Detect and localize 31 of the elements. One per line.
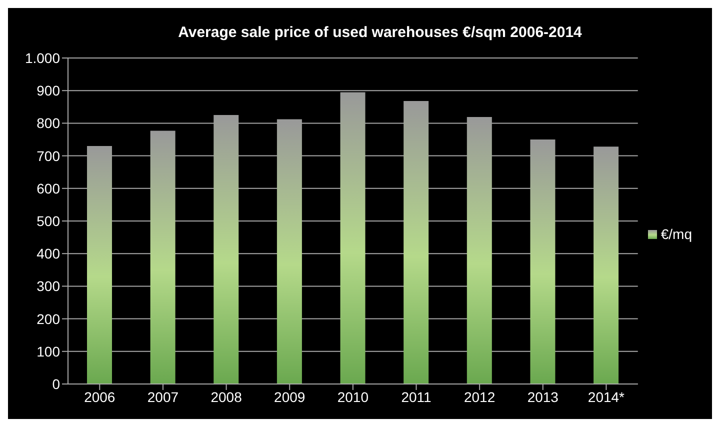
legend-label: €/mq (660, 226, 692, 242)
x-tick-label: 2007 (147, 388, 179, 405)
y-tick-label: 500 (36, 212, 60, 229)
bar (466, 117, 492, 384)
y-tick-label: 600 (36, 180, 60, 196)
bar (340, 92, 366, 384)
bar (86, 146, 112, 384)
y-tick-label: 300 (36, 278, 60, 294)
bar (594, 146, 619, 384)
y-tick-label: 100 (36, 343, 60, 360)
x-tick-label: 2014* (588, 388, 626, 405)
y-tick-label: 200 (36, 310, 60, 327)
bar (404, 101, 429, 384)
x-tick-label: 2006 (84, 388, 116, 405)
bar (276, 119, 302, 384)
y-tick-label: 1.000 (24, 50, 60, 66)
x-tick-label: 2010 (337, 388, 369, 405)
y-tick-label: 400 (36, 246, 60, 262)
bar (530, 140, 556, 384)
y-tick-label: 700 (36, 148, 60, 164)
y-tick-label: 900 (36, 82, 60, 99)
x-tick-label: 2011 (401, 388, 432, 405)
y-tick-label: 800 (36, 115, 60, 132)
x-tick-label: 2012 (464, 388, 496, 405)
y-tick-label: 0 (52, 376, 60, 392)
chart-title: Average sale price of used warehouses €/sqm 2006-2014 (177, 23, 583, 43)
x-tick-label: 2008 (210, 388, 242, 405)
bar (150, 130, 176, 384)
x-tick-label: 2013 (527, 388, 559, 405)
bar (214, 115, 239, 384)
x-tick-label: 2009 (274, 388, 306, 405)
